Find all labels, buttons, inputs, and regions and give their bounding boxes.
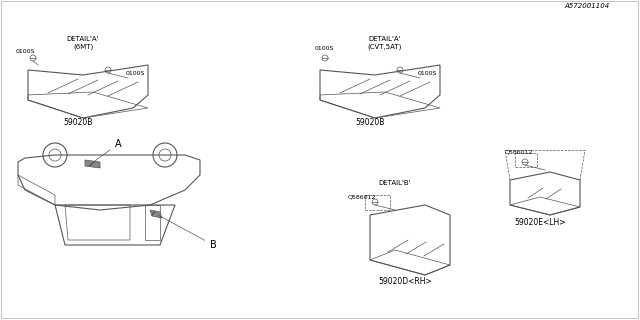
Polygon shape <box>150 210 162 218</box>
Text: 0100S: 0100S <box>126 71 145 76</box>
Text: 59020B: 59020B <box>63 118 93 127</box>
Text: Q586012: Q586012 <box>505 149 533 154</box>
Text: 59020E<LH>: 59020E<LH> <box>515 218 566 227</box>
Text: 59020B: 59020B <box>355 118 385 127</box>
Text: DETAIL'B': DETAIL'B' <box>379 180 412 186</box>
Text: B: B <box>159 215 217 250</box>
Text: Q586012: Q586012 <box>348 194 376 199</box>
Text: DETAIL'A'
(CVT,5AT): DETAIL'A' (CVT,5AT) <box>368 36 402 50</box>
Text: 0100S: 0100S <box>418 71 437 76</box>
Text: DETAIL'A'
(6MT): DETAIL'A' (6MT) <box>67 36 99 50</box>
Text: 0100S: 0100S <box>16 49 35 54</box>
Text: A572001104: A572001104 <box>564 3 610 9</box>
Text: 0100S: 0100S <box>315 46 334 51</box>
Polygon shape <box>85 160 100 168</box>
Text: A: A <box>94 139 122 161</box>
Text: 59020D<RH>: 59020D<RH> <box>378 277 432 286</box>
